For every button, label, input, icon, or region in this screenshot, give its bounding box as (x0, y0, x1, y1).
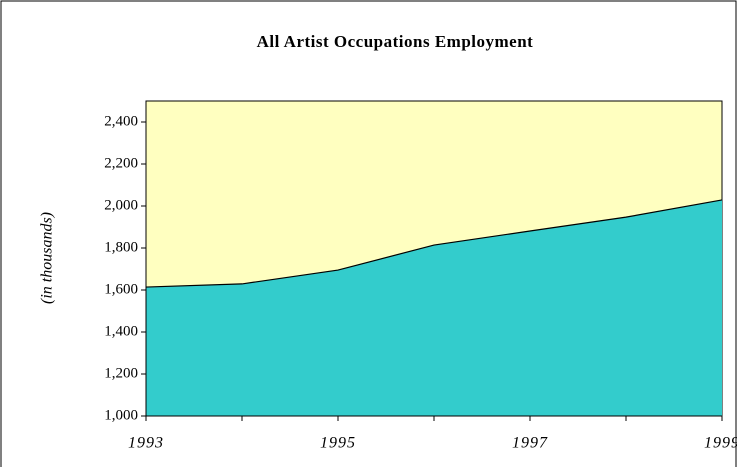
y-tick-label: 2,000 (104, 197, 138, 213)
y-tick-label: 2,200 (104, 155, 138, 171)
y-tick-label: 1,400 (104, 323, 138, 339)
x-tick-label: 1993 (128, 435, 164, 452)
y-axis-label: (in thousands) (39, 212, 56, 304)
area-fill (146, 199, 722, 416)
y-tick-label: 1,000 (104, 407, 138, 423)
y-tick-label: 1,600 (104, 281, 138, 297)
x-tick-label: 1995 (320, 435, 356, 452)
x-tick-label: 1997 (512, 435, 548, 452)
area-line (145, 199, 723, 288)
x-tick-label: 1999 (704, 435, 737, 452)
y-tick-label: 2,400 (104, 113, 138, 129)
chart-title: All Artist Occupations Employment (257, 32, 534, 51)
y-tick-label: 1,200 (104, 365, 138, 381)
y-tick-label: 1,800 (104, 239, 138, 255)
